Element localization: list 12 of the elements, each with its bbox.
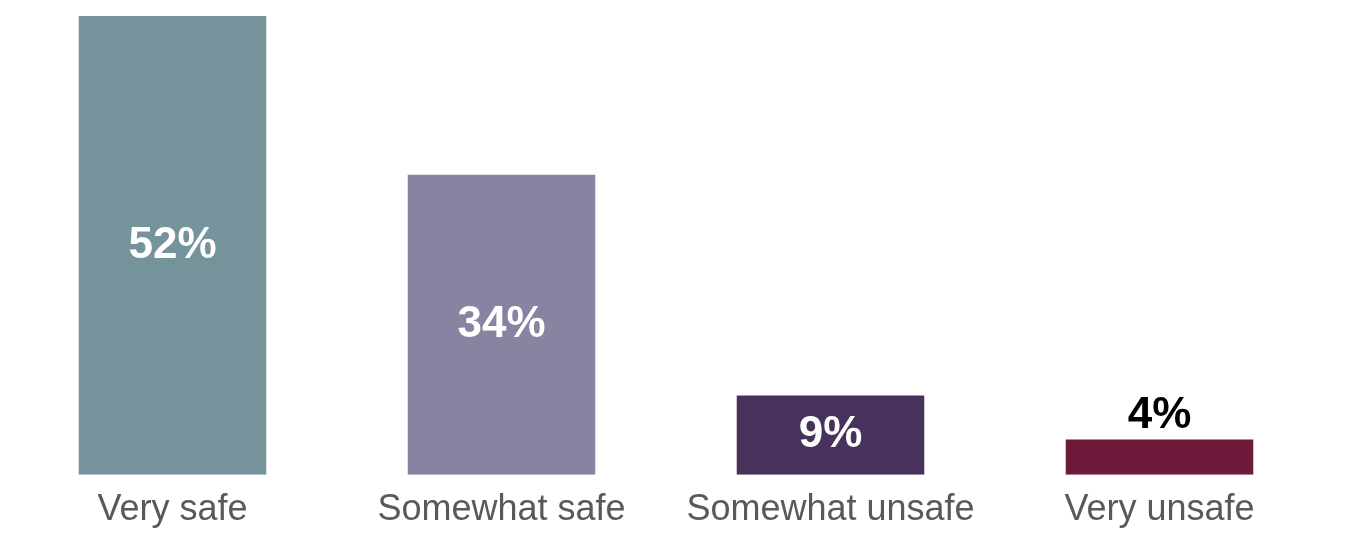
x-tick-label: Very safe	[97, 487, 248, 529]
bar	[78, 16, 267, 475]
x-tick-label: Somewhat safe	[377, 487, 626, 529]
bar	[1065, 439, 1254, 475]
bar	[736, 395, 925, 475]
data-label: 34%	[457, 296, 546, 346]
data-label: 4%	[1127, 387, 1192, 437]
x-tick-label: Very unsafe	[1064, 487, 1255, 529]
data-label: 9%	[798, 407, 863, 457]
bar	[407, 174, 596, 475]
data-label: 52%	[128, 217, 217, 267]
x-tick-label: Somewhat unsafe	[686, 487, 975, 529]
